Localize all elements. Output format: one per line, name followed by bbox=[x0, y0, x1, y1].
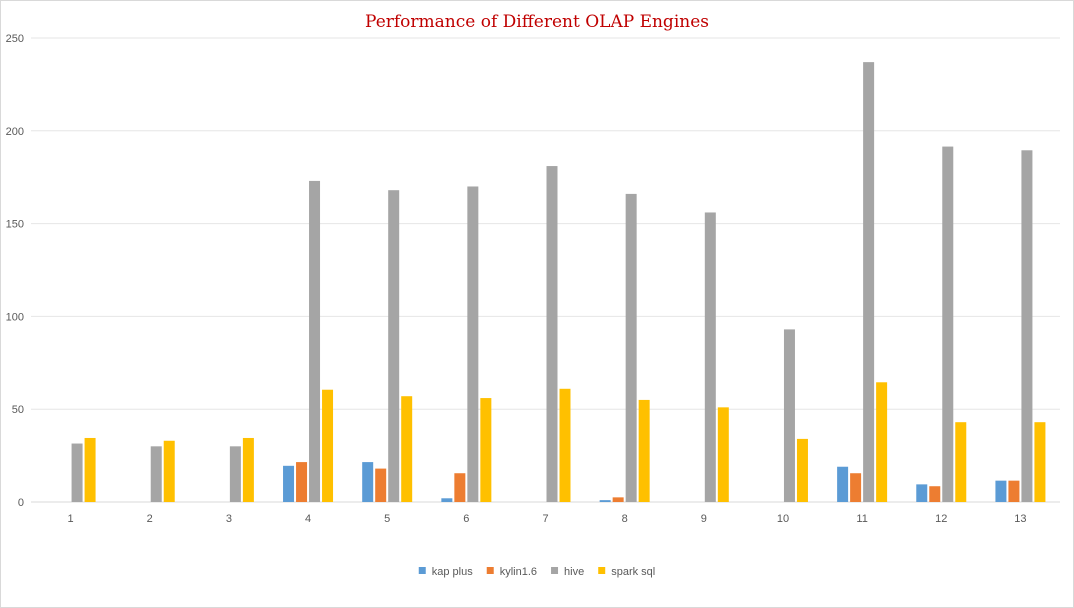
bars bbox=[71, 62, 1046, 503]
legend-item: kylin1.6 bbox=[486, 566, 537, 578]
x-tick-label: 3 bbox=[226, 513, 232, 525]
x-tick-label: 8 bbox=[622, 513, 628, 525]
bar bbox=[1034, 422, 1046, 502]
legend-label: kylin1.6 bbox=[500, 566, 537, 578]
bar bbox=[559, 388, 571, 502]
x-axis-ticks: 1 2 3 4 5 6 7 8 9 10 11 12 13 bbox=[68, 513, 1027, 525]
y-tick-label: 50 bbox=[12, 404, 24, 416]
legend-label: kap plus bbox=[432, 566, 473, 578]
bar bbox=[837, 466, 849, 502]
bar bbox=[163, 440, 175, 502]
bar bbox=[388, 190, 400, 502]
x-tick-label: 10 bbox=[777, 513, 789, 525]
bar bbox=[704, 212, 716, 503]
bar bbox=[375, 468, 387, 502]
y-axis-ticks: 0 50 100 150 200 250 bbox=[6, 33, 24, 509]
gridlines bbox=[31, 37, 1060, 503]
bar bbox=[454, 473, 466, 502]
x-tick-label: 1 bbox=[68, 513, 74, 525]
bar bbox=[850, 473, 862, 502]
bar bbox=[876, 382, 888, 502]
y-tick-label: 100 bbox=[6, 311, 24, 323]
legend-label: spark sql bbox=[611, 566, 655, 578]
bar bbox=[441, 498, 453, 502]
bar bbox=[309, 180, 321, 503]
legend: kap plus kylin1.6 hive spark sql bbox=[418, 566, 655, 578]
x-tick-label: 9 bbox=[701, 513, 707, 525]
bar bbox=[296, 462, 308, 502]
y-tick-label: 0 bbox=[18, 497, 24, 509]
bar bbox=[995, 480, 1007, 502]
legend-swatch bbox=[486, 567, 494, 574]
x-tick-label: 5 bbox=[384, 513, 390, 525]
y-tick-label: 150 bbox=[6, 219, 24, 231]
bar bbox=[638, 399, 650, 502]
x-tick-label: 7 bbox=[542, 513, 548, 525]
bar bbox=[599, 500, 611, 502]
bar bbox=[71, 443, 83, 502]
bar bbox=[717, 407, 729, 502]
legend-swatch bbox=[418, 567, 426, 574]
bar bbox=[625, 193, 637, 503]
legend-label: hive bbox=[564, 566, 584, 578]
bar bbox=[322, 389, 334, 502]
x-tick-label: 6 bbox=[463, 513, 469, 525]
x-tick-label: 4 bbox=[305, 513, 311, 525]
bar bbox=[401, 396, 413, 502]
bar bbox=[1021, 150, 1033, 502]
bar bbox=[283, 465, 295, 502]
bar bbox=[916, 484, 928, 502]
bar bbox=[150, 446, 162, 502]
legend-swatch bbox=[551, 567, 559, 574]
x-tick-label: 13 bbox=[1014, 513, 1026, 525]
bar bbox=[84, 437, 96, 502]
bar bbox=[242, 437, 254, 502]
x-tick-label: 2 bbox=[147, 513, 153, 525]
bar bbox=[929, 486, 941, 502]
legend-item: kap plus bbox=[418, 566, 473, 578]
bar bbox=[783, 329, 795, 502]
bar bbox=[229, 446, 241, 502]
x-tick-label: 12 bbox=[935, 513, 947, 525]
legend-item: spark sql bbox=[598, 566, 655, 578]
chart-title: Performance of Different OLAP Engines bbox=[365, 12, 709, 32]
bar bbox=[546, 166, 558, 502]
bar bbox=[863, 62, 875, 503]
bar bbox=[612, 497, 624, 502]
bar bbox=[480, 398, 492, 502]
x-tick-label: 11 bbox=[856, 513, 867, 525]
bar bbox=[955, 422, 967, 502]
bar bbox=[942, 146, 954, 503]
bar bbox=[1008, 480, 1020, 502]
legend-item: hive bbox=[551, 566, 584, 578]
bar bbox=[796, 438, 808, 502]
y-tick-label: 200 bbox=[6, 126, 24, 138]
legend-swatch bbox=[598, 567, 606, 574]
y-tick-label: 250 bbox=[6, 33, 24, 45]
bar bbox=[467, 186, 479, 503]
bar bbox=[362, 462, 374, 502]
